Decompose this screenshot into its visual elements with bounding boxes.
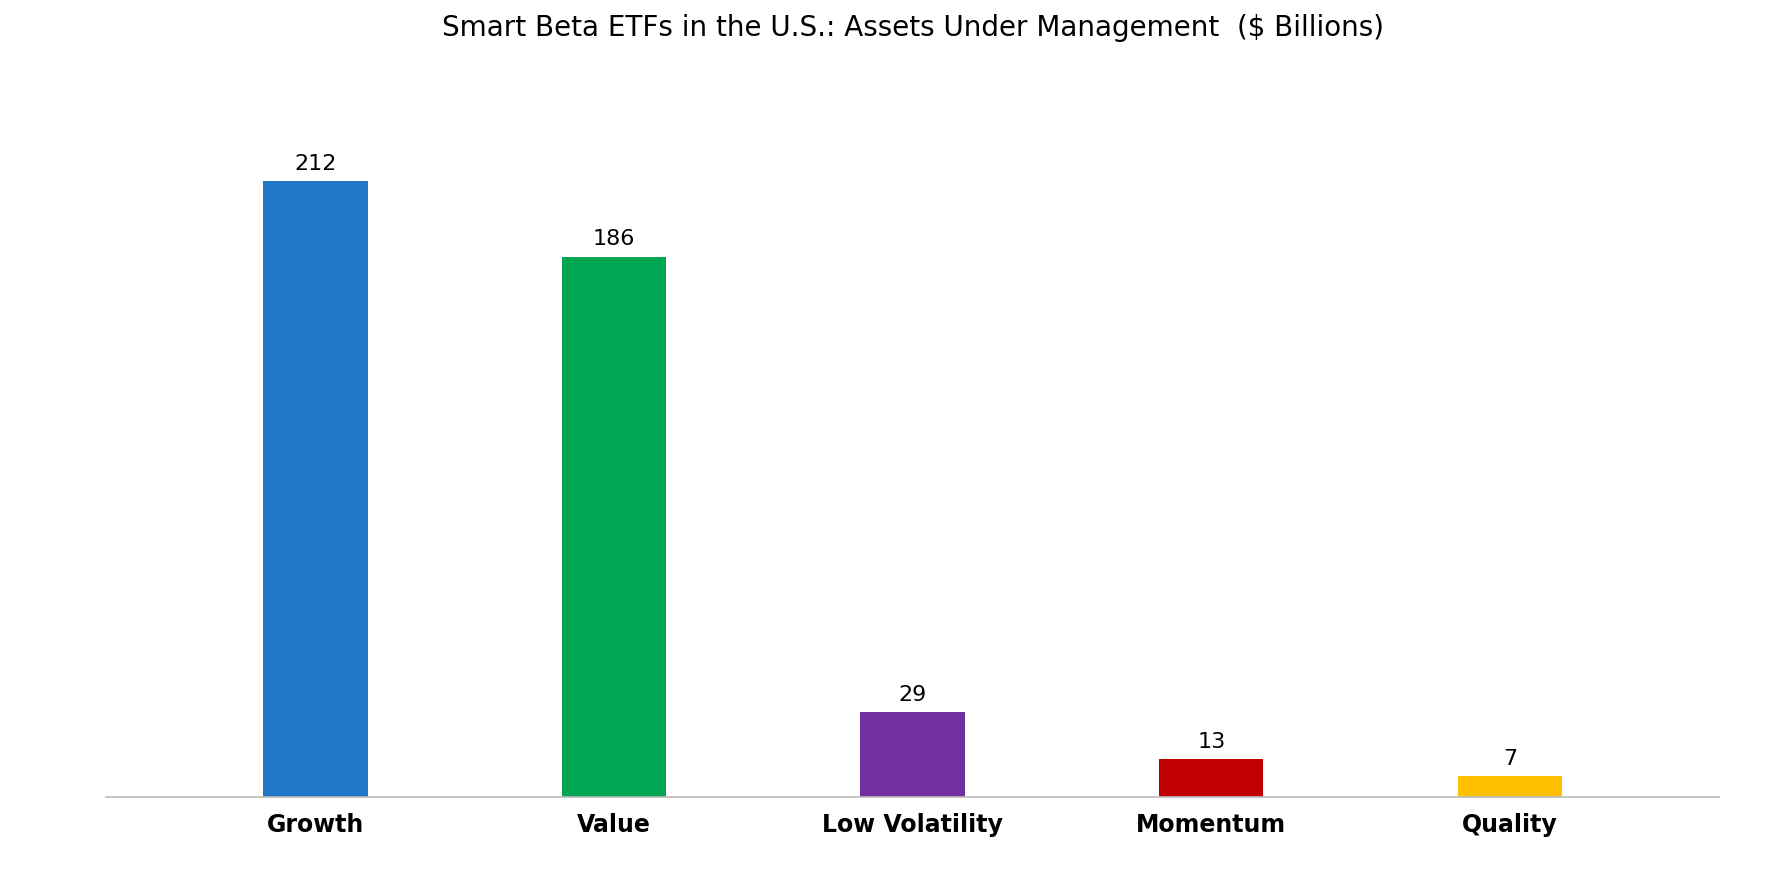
Text: 13: 13 (1198, 732, 1224, 751)
Text: 29: 29 (898, 685, 927, 705)
Text: 186: 186 (594, 229, 634, 250)
Bar (1159, 758, 1263, 796)
Bar (861, 712, 964, 796)
Text: 212: 212 (294, 154, 337, 173)
Title: Smart Beta ETFs in the U.S.: Assets Under Management  ($ Billions): Smart Beta ETFs in the U.S.: Assets Unde… (441, 14, 1384, 42)
Bar (262, 181, 367, 796)
Bar (562, 257, 666, 797)
Text: 7: 7 (1503, 749, 1517, 769)
Bar (1458, 776, 1563, 796)
